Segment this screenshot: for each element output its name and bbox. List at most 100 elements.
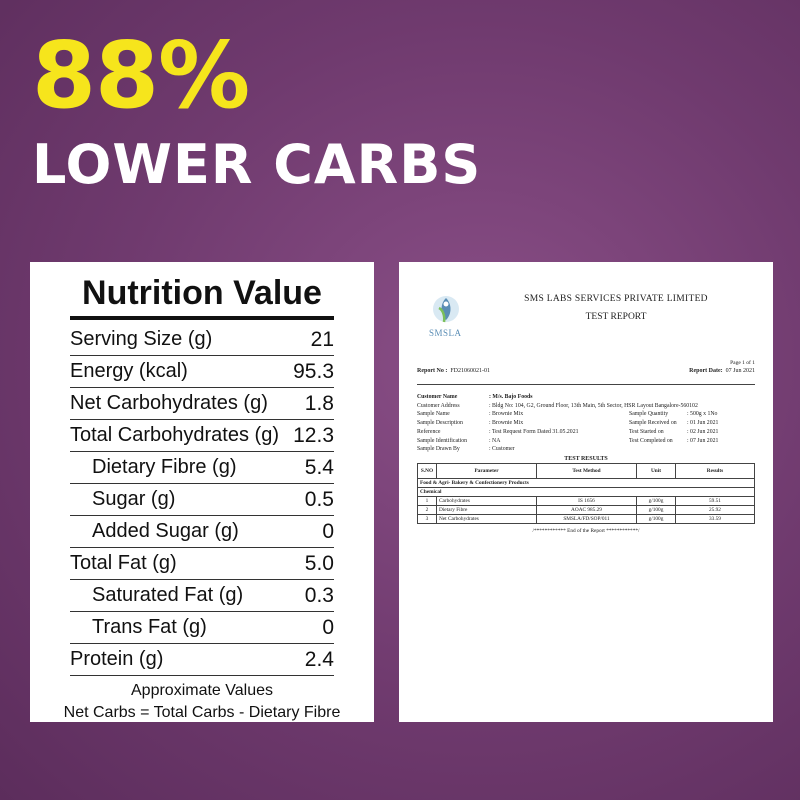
results-cell-sno: 1 [417, 495, 437, 506]
nutrition-label: Added Sugar (g) [92, 520, 239, 542]
report-number: Report No : FD21060021-01 [417, 368, 490, 374]
info-value: : 01 Jun 2021 [687, 420, 719, 427]
nutrition-label: Protein (g) [70, 648, 164, 670]
info-label: Sample Received on [629, 420, 677, 427]
nutrition-value: 5.4 [304, 455, 334, 479]
results-section-label: Chemical [417, 486, 755, 497]
nutrition-row: Dietary Fibre (g) 5.4 [70, 452, 334, 484]
report-end-marker: /************ End of the Report ********… [532, 527, 640, 534]
headline-percent: 88% [32, 22, 250, 129]
nutrition-footnote-formula: Net Carbs = Total Carbs - Dietary Fibre [63, 704, 341, 721]
nutrition-value: 5.0 [304, 551, 334, 575]
results-cell-param: Carbohydrates [436, 495, 537, 506]
nutrition-row: Saturated Fat (g) 0.3 [70, 580, 334, 612]
report-date: Report Date: 07 Jun 2021 [689, 368, 755, 374]
results-cell-method: SMSLA/FD/SOP/011 [536, 513, 637, 524]
nutrition-label: Trans Fat (g) [92, 616, 207, 638]
test-report-document: SMSLA SMS LABS SERVICES PRIVATE LIMITED … [399, 262, 773, 722]
nutrition-value: 0 [322, 519, 334, 543]
results-section-row: Food & Agri- Bakery & Confectionery Prod… [417, 477, 755, 488]
info-value: : 500g x 1No [687, 411, 718, 418]
nutrition-label: Net Carbohydrates (g) [70, 392, 268, 414]
info-row-sample-description: Sample Description : Brownie Mix Sample … [417, 419, 755, 428]
nutrition-value: 0.5 [304, 487, 334, 511]
nutrition-footnote-approx: Approximate Values [131, 682, 273, 699]
report-date-label: Report Date: [689, 368, 723, 374]
nutrition-value: 12.3 [293, 423, 334, 447]
nutrition-row: Total Fat (g) 5.0 [70, 548, 334, 580]
col-results: Results [675, 462, 755, 479]
report-rule [417, 384, 755, 385]
results-cell-unit: g/100g [636, 504, 676, 515]
report-header: SMSLA SMS LABS SERVICES PRIVATE LIMITED … [417, 262, 755, 352]
report-number-label: Report No : [417, 368, 448, 374]
info-value: : 02 Jun 2021 [687, 428, 719, 435]
report-company-name: SMS LABS SERVICES PRIVATE LIMITED [524, 294, 708, 304]
info-row-reference: Reference : Test Request Form Dated 31.0… [417, 428, 755, 437]
nutrition-row: Net Carbohydrates (g) 1.8 [70, 388, 334, 420]
info-value: : Customer [489, 446, 515, 453]
info-label: Test Completed on [629, 437, 673, 444]
report-meta: Report No : FD21060021-01 Report Date: 0… [417, 368, 755, 374]
info-row-customer-address: Customer Address : Bldg No: 104, G2, Gro… [417, 402, 755, 411]
report-info: Customer Name : M/s. Bajo Foods Customer… [417, 393, 755, 454]
report-page-number: Page 1 of 1 [730, 360, 755, 366]
info-label: Sample Description [417, 420, 463, 427]
nutrition-label: Total Fat (g) [70, 552, 177, 574]
results-section-row: Chemical [417, 486, 755, 497]
report-date-value: 07 Jun 2021 [725, 368, 755, 374]
info-value: : Brownie Mix [489, 420, 524, 427]
report-results-title: TEST RESULTS [564, 455, 608, 462]
info-value: : M/s. Bajo Foods [489, 394, 533, 400]
nutrition-row: Trans Fat (g) 0 [70, 612, 334, 644]
results-cell-method: IS 1656 [536, 495, 637, 506]
nutrition-row: Protein (g) 2.4 [70, 644, 334, 676]
nutrition-row: Energy (kcal) 95.3 [70, 356, 334, 388]
info-row-drawn-by: Sample Drawn By : Customer [417, 445, 755, 454]
info-label: Customer Address [417, 402, 460, 409]
headline-subtitle: LOWER CARBS [32, 133, 482, 196]
nutrition-divider [70, 316, 334, 320]
info-row-customer-name: Customer Name : M/s. Bajo Foods [417, 393, 755, 402]
results-cell-param: Net Carbohydrates [436, 513, 537, 524]
nutrition-title: Nutrition Value [82, 274, 322, 312]
info-label: Sample Identification [417, 437, 468, 444]
nutrition-table: Serving Size (g) 21 Energy (kcal) 95.3 Net C… [70, 324, 334, 676]
results-cell-sno: 2 [417, 504, 437, 515]
report-logo-text: SMSLA [429, 328, 462, 338]
nutrition-label: Sugar (g) [92, 488, 176, 510]
col-parameter: Parameter [436, 462, 537, 479]
info-value: : Bldg No: 104, G2, Ground Floor, 13th M… [489, 402, 698, 409]
results-row: 1 Carbohydrates IS 1656 g/100g 59.51 [417, 495, 755, 506]
nutrition-value: 21 [310, 327, 334, 351]
info-label: Sample Name [417, 411, 450, 418]
nutrition-row: Total Carbohydrates (g) 12.3 [70, 420, 334, 452]
results-row: 3 Net Carbohydrates SMSLA/FD/SOP/011 g/100g… [417, 513, 755, 524]
report-subtitle: TEST REPORT [585, 312, 647, 322]
results-cell-unit: g/100g [636, 513, 676, 524]
info-row-sample-name: Sample Name : Brownie Mix Sample Quantit… [417, 410, 755, 419]
nutrition-value: 1.8 [304, 391, 334, 415]
results-cell-sno: 3 [417, 513, 437, 524]
col-unit: Unit [636, 462, 676, 479]
info-value: : NA [489, 437, 501, 444]
col-sno: S.NO [417, 462, 437, 479]
results-cell-param: Dietary Fibre [436, 504, 537, 515]
info-value: : Test Request Form Dated 31.05.2021 [489, 428, 579, 435]
nutrition-label: Dietary Fibre (g) [92, 456, 237, 478]
nutrition-label: Total Carbohydrates (g) [70, 424, 279, 446]
report-number-value: FD21060021-01 [450, 368, 490, 374]
info-label: Test Started on [629, 428, 664, 435]
info-label: Reference [417, 428, 441, 435]
nutrition-panel: Nutrition Value Serving Size (g) 21 Energy… [30, 262, 374, 722]
nutrition-row: Serving Size (g) 21 [70, 324, 334, 356]
info-value: : Brownie Mix [489, 411, 524, 418]
smsla-logo-icon [433, 296, 459, 323]
results-header-row: S.NO Parameter Test Method Unit Results [417, 462, 755, 479]
nutrition-label: Energy (kcal) [70, 360, 188, 382]
results-cell-result: 59.51 [675, 495, 755, 506]
info-row-sample-identification: Sample Identification : NA Test Complete… [417, 437, 755, 446]
results-cell-method: AOAC 985.29 [536, 504, 637, 515]
results-row: 2 Dietary Fibre AOAC 985.29 g/100g 25.92 [417, 504, 755, 515]
results-cell-result: 33.59 [675, 513, 755, 524]
